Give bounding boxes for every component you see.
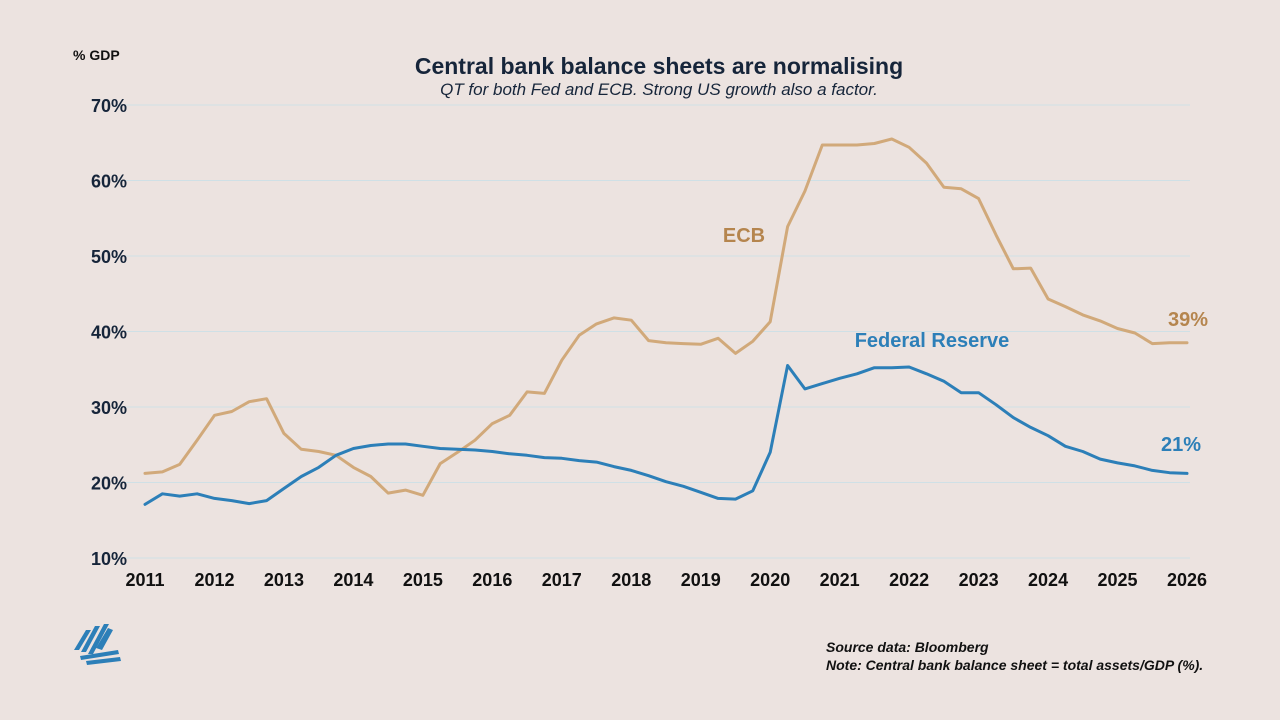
x-tick-label: 2020 bbox=[750, 570, 790, 590]
y-tick-label: 50% bbox=[91, 247, 127, 267]
x-tick-label: 2012 bbox=[194, 570, 234, 590]
x-tick-label: 2024 bbox=[1028, 570, 1068, 590]
y-tick-label: 40% bbox=[91, 323, 127, 343]
series-end-value-label: 21% bbox=[1161, 434, 1201, 456]
chart-title: Central bank balance sheets are normalis… bbox=[414, 53, 904, 79]
x-tick-label: 2022 bbox=[889, 570, 929, 590]
x-tick-label: 2018 bbox=[611, 570, 651, 590]
chart-subtitle: QT for both Fed and ECB. Strong US growt… bbox=[440, 80, 878, 99]
gridlines bbox=[117, 104, 1190, 559]
series-lines bbox=[143, 137, 1189, 506]
series-line-federal-reserve bbox=[143, 364, 1189, 506]
series-line-ecb bbox=[143, 137, 1189, 497]
y-axis-unit-label: % GDP bbox=[73, 47, 120, 63]
x-tick-label: 2016 bbox=[472, 570, 512, 590]
company-logo-icon bbox=[72, 620, 124, 671]
x-tick-label: 2023 bbox=[959, 570, 999, 590]
series-labels: ECB 39% Federal Reserve 21% bbox=[723, 225, 1208, 456]
series-name-label: Federal Reserve bbox=[855, 330, 1010, 352]
y-tick-label: 60% bbox=[91, 172, 127, 192]
x-tick-label: 2014 bbox=[333, 570, 373, 590]
x-tick-label: 2013 bbox=[264, 570, 304, 590]
y-tick-label: 10% bbox=[91, 549, 127, 569]
x-tick-label: 2019 bbox=[681, 570, 721, 590]
x-tick-label: 2025 bbox=[1098, 570, 1138, 590]
chart-footer: Source data: Bloomberg Note: Central ban… bbox=[826, 638, 1203, 674]
y-tick-label: 30% bbox=[91, 398, 127, 418]
x-tick-label: 2015 bbox=[403, 570, 443, 590]
x-tick-label: 2026 bbox=[1167, 570, 1207, 590]
source-note: Source data: Bloomberg bbox=[826, 639, 989, 655]
series-name-label: ECB bbox=[723, 225, 765, 247]
x-tick-label: 2011 bbox=[125, 570, 164, 590]
x-tick-label: 2021 bbox=[820, 570, 860, 590]
definition-note: Note: Central bank balance sheet = total… bbox=[826, 657, 1204, 673]
line-chart: 10%20%30%40%50%60%70% 2011 2012 2013 2014 20… bbox=[91, 96, 1208, 590]
y-axis-ticks: 10% 20% 30% 40% 50% 60% 70% bbox=[91, 96, 127, 569]
series-end-value-label: 39% bbox=[1168, 309, 1208, 331]
x-axis-ticks: 2011 2012 2013 2014 2015 2016 2017 2018 2019 2020… bbox=[125, 570, 1207, 590]
x-tick-label: 2017 bbox=[542, 570, 582, 590]
y-tick-label: 20% bbox=[91, 474, 127, 494]
y-tick-label: 70% bbox=[91, 96, 127, 116]
